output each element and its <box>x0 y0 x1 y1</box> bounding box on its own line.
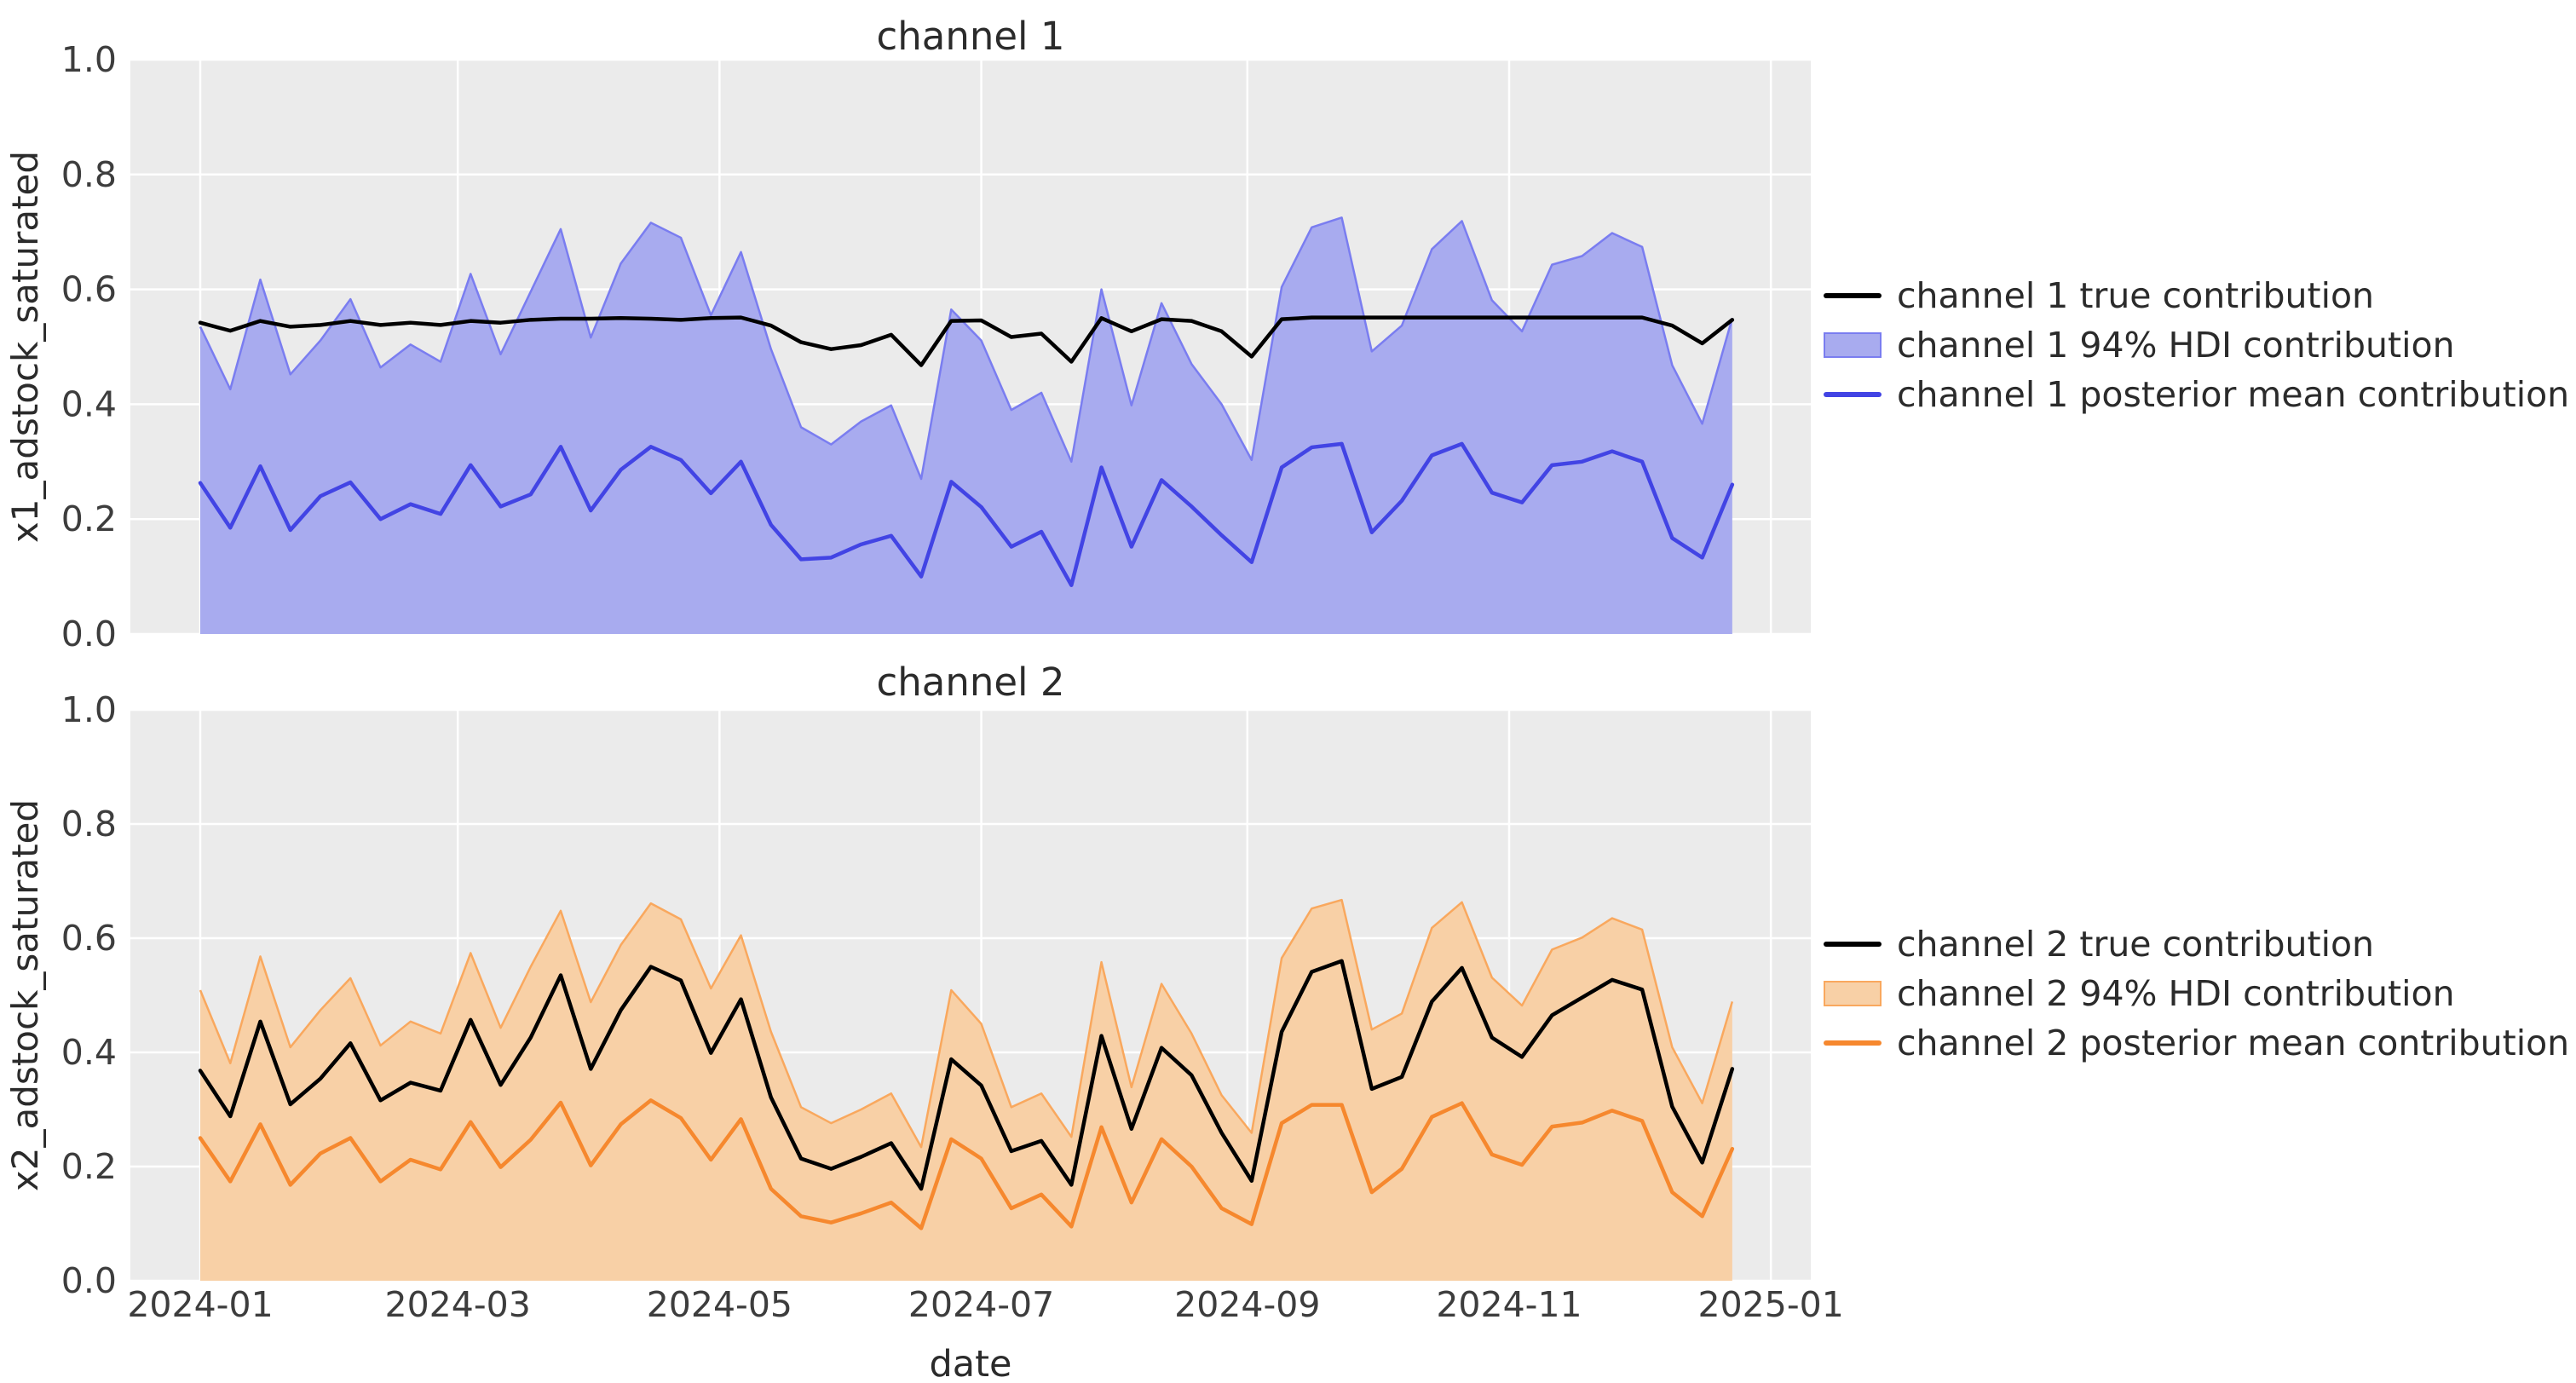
x-tick-label: 2024-01 <box>127 1284 273 1325</box>
legend-item-label: channel 1 94% HDI contribution <box>1897 324 2455 366</box>
hdi-band-upper-edge <box>199 216 1734 481</box>
x-tick-label: 2025-01 <box>1698 1284 1844 1325</box>
hdi-band-upper-edge <box>199 898 1734 1149</box>
y-tick-label: 0.2 <box>61 1146 117 1187</box>
chart-1-plot: 1.0 0.8 0.6 0.4 0.2 0.0 <box>61 39 1811 654</box>
posterior-mean-line <box>198 441 1735 587</box>
chart-2-title: channel 2 <box>876 660 1065 705</box>
y-tick-label: 0.4 <box>61 383 117 424</box>
y-tick-label: 0.8 <box>61 804 117 844</box>
hdi-band <box>200 217 1732 634</box>
line-sample-icon <box>1824 942 1882 947</box>
line-sample-icon <box>1824 293 1882 298</box>
chart-1-legend: channel 1 true contribution channel 1 94… <box>1824 278 2569 430</box>
x-tick-label: 2024-07 <box>908 1284 1054 1325</box>
legend-item-label: channel 2 94% HDI contribution <box>1897 972 2455 1014</box>
legend-item-true: channel 1 true contribution <box>1824 278 2569 313</box>
legend-item-hdi: channel 2 94% HDI contribution <box>1824 976 2569 1011</box>
legend-item-posterior-mean: channel 1 posterior mean contribution <box>1824 377 2569 412</box>
chart-2-legend: channel 2 true contribution channel 2 94… <box>1824 926 2569 1079</box>
y-tick-label: 0.0 <box>61 614 117 654</box>
y-tick-label: 0.2 <box>61 498 117 539</box>
chart-1-y-axis-label: x1_adstock_saturated <box>4 150 46 544</box>
x-tick-label: 2024-03 <box>385 1284 531 1325</box>
x-tick-label: 2024-05 <box>647 1284 792 1325</box>
legend-item-label: channel 2 posterior mean contribution <box>1897 1022 2570 1063</box>
y-tick-label: 0.8 <box>61 154 117 195</box>
legend-item-label: channel 2 true contribution <box>1897 923 2375 965</box>
x-axis-label: date <box>929 1343 1012 1383</box>
x-tick-label: 2024-11 <box>1436 1284 1582 1325</box>
y-tick-label: 0.0 <box>61 1260 117 1301</box>
legend-item-posterior-mean: channel 2 posterior mean contribution <box>1824 1025 2569 1060</box>
true-contribution-line <box>198 959 1735 1191</box>
chart-2-y-axis-label: x2_adstock_saturated <box>4 798 46 1192</box>
line-sample-icon <box>1824 392 1882 397</box>
legend-item-hdi: channel 1 94% HDI contribution <box>1824 327 2569 362</box>
patch-sample-icon <box>1824 332 1882 358</box>
x-tick-label: 2024-09 <box>1174 1284 1320 1325</box>
legend-item-label: channel 1 posterior mean contribution <box>1897 373 2570 415</box>
patch-sample-icon <box>1824 981 1882 1006</box>
y-tick-label: 0.6 <box>61 269 117 310</box>
true-contribution-line <box>198 315 1735 367</box>
legend-item-label: channel 1 true contribution <box>1897 274 2375 316</box>
legend-item-true: channel 2 true contribution <box>1824 926 2569 961</box>
y-tick-label: 1.0 <box>61 689 117 730</box>
y-tick-label: 0.4 <box>61 1032 117 1073</box>
chart-1-title: channel 1 <box>876 14 1065 59</box>
line-sample-icon <box>1824 1040 1882 1046</box>
y-tick-label: 1.0 <box>61 39 117 80</box>
y-tick-label: 0.6 <box>61 918 117 959</box>
posterior-mean-line <box>198 1098 1735 1230</box>
